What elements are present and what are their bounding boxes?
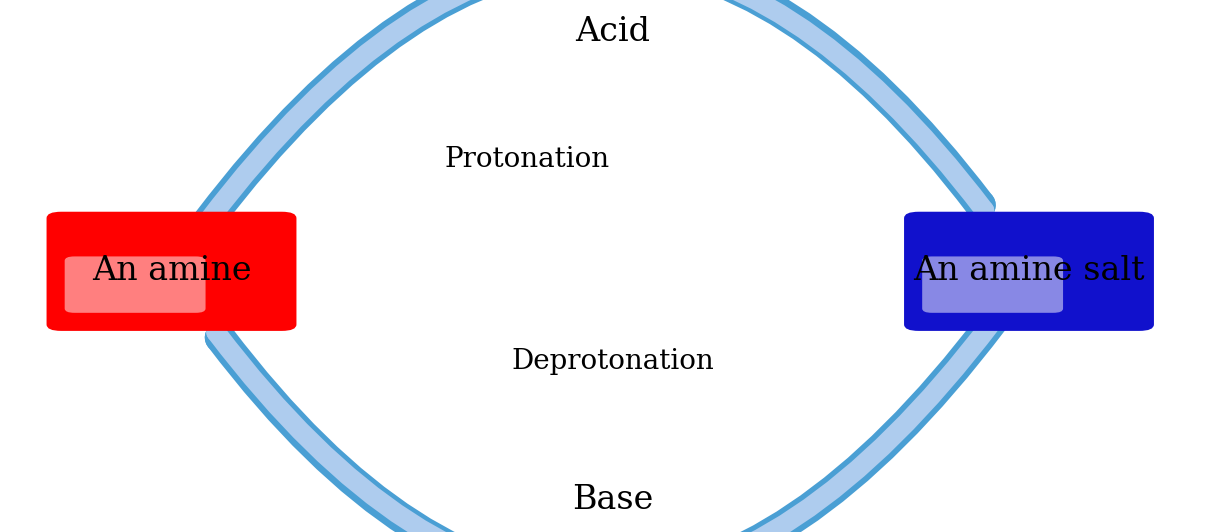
- Text: An amine: An amine: [92, 255, 251, 287]
- FancyArrowPatch shape: [208, 0, 980, 221]
- FancyBboxPatch shape: [904, 212, 1154, 331]
- Text: Base: Base: [572, 484, 653, 516]
- FancyBboxPatch shape: [922, 256, 1063, 313]
- Text: An amine salt: An amine salt: [913, 255, 1145, 287]
- FancyBboxPatch shape: [47, 212, 296, 331]
- Text: Protonation: Protonation: [445, 146, 609, 173]
- FancyArrowPatch shape: [216, 322, 992, 532]
- Text: Acid: Acid: [575, 16, 650, 48]
- FancyBboxPatch shape: [65, 256, 206, 313]
- FancyArrowPatch shape: [220, 322, 992, 532]
- Text: Deprotonation: Deprotonation: [511, 348, 714, 375]
- FancyArrowPatch shape: [208, 0, 985, 221]
